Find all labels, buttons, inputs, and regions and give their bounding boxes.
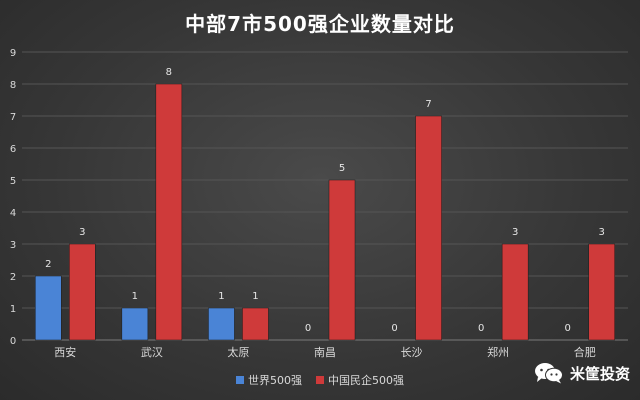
data-label: 3 [512,227,518,238]
data-label: 0 [391,323,397,334]
legend-item-world500: 世界500强 [236,372,302,388]
x-tick-label: 西安 [54,345,76,359]
x-tick-label: 南昌 [314,346,336,359]
bar [208,307,235,341]
data-label: 2 [45,259,51,270]
data-label: 3 [79,227,85,238]
y-tick-label: 8 [10,80,16,91]
bar [415,115,442,341]
data-label: 1 [132,291,138,302]
data-label: 7 [425,99,431,110]
data-label: 1 [252,291,258,302]
bar [242,307,269,341]
y-tick-label: 9 [10,48,16,59]
bar [328,179,356,341]
legend-swatch-private500 [316,376,324,384]
legend-label-world500: 世界500强 [248,374,302,387]
x-tick-label: 武汉 [141,346,163,359]
data-label: 5 [339,163,345,174]
x-tick-label: 合肥 [574,345,596,359]
y-tick-label: 3 [10,240,16,251]
chart-title: 中部7市500强企业数量对比 [185,12,455,36]
bar [155,83,183,341]
y-tick-label: 1 [10,304,16,315]
bar [501,243,529,341]
data-label: 3 [599,227,605,238]
legend-item-private500: 中国民企500强 [316,372,404,388]
y-tick-label: 0 [10,336,16,347]
legend-swatch-world500 [236,376,244,384]
bar [588,243,615,341]
x-tick-label: 太原 [227,346,249,359]
bar [69,243,96,341]
data-label: 8 [166,67,172,78]
y-tick-label: 5 [10,176,16,187]
y-tick-label: 4 [10,208,16,219]
data-label: 0 [478,323,484,334]
y-tick-label: 7 [10,112,16,123]
watermark: 米筐投资 [534,362,630,384]
legend-label-private500: 中国民企500强 [328,374,404,387]
legend: 世界500强 中国民企500强 [0,372,640,388]
y-tick-label: 6 [10,144,16,155]
wechat-icon [534,363,563,384]
x-tick-label: 长沙 [401,346,423,359]
data-label: 0 [305,323,311,334]
y-tick-label: 2 [10,272,16,283]
data-label: 0 [565,323,571,334]
data-label: 1 [218,291,224,302]
watermark-text: 米筐投资 [569,364,630,383]
bar [35,275,62,341]
x-tick-label: 郑州 [487,345,509,359]
bar [121,307,149,341]
